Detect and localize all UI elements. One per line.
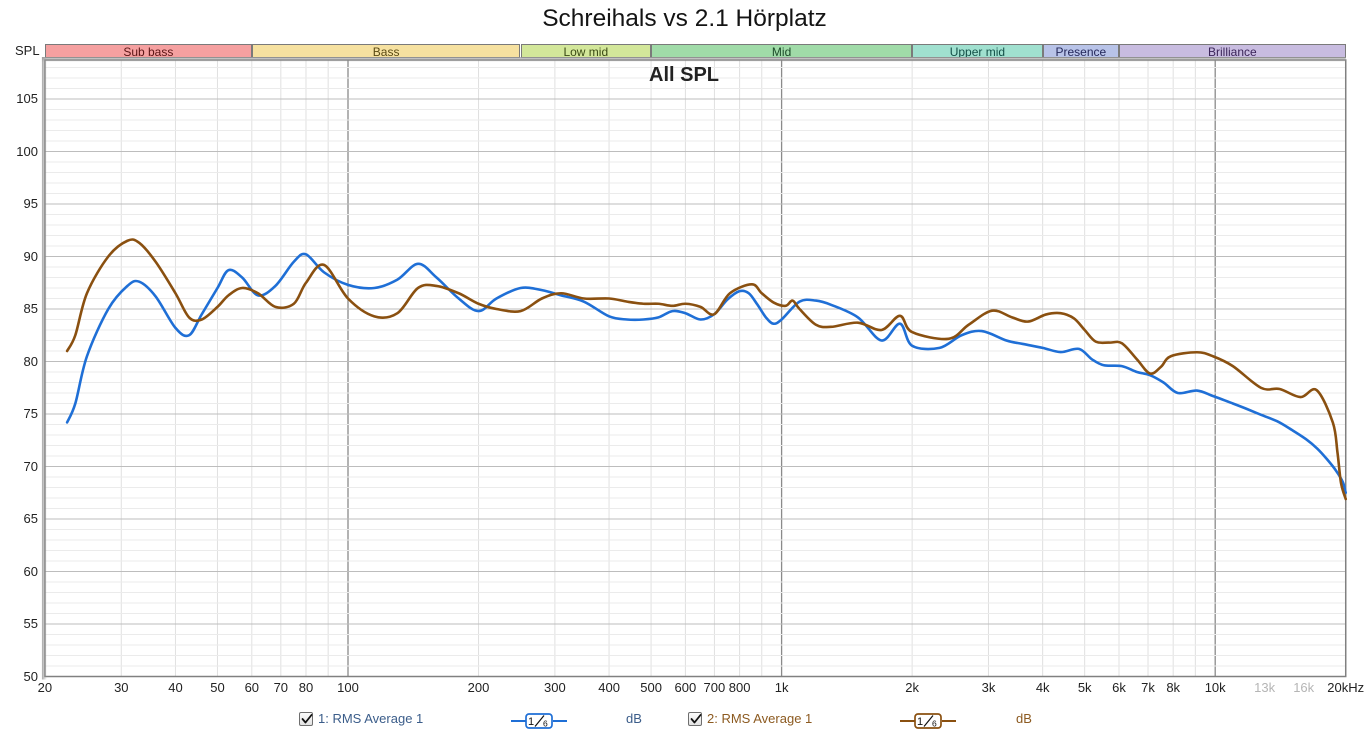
svg-text:1: 1 (917, 716, 923, 728)
svg-text:6: 6 (932, 718, 937, 728)
svg-text:6: 6 (543, 718, 548, 728)
svg-text:1: 1 (528, 716, 534, 728)
